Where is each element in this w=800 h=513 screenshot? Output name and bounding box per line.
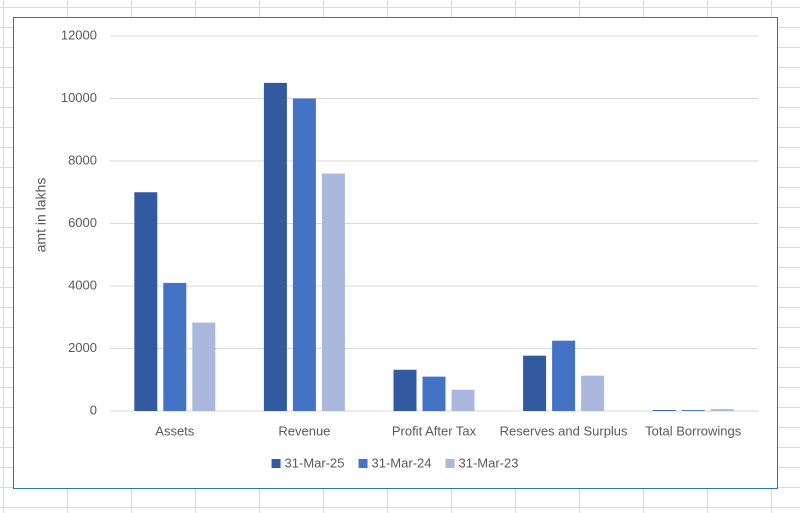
bar	[552, 340, 576, 411]
bar	[652, 410, 676, 411]
chart-frame	[13, 17, 778, 489]
y-tick-label: 4000	[68, 277, 97, 292]
bar	[422, 376, 446, 411]
y-tick-label: 0	[90, 402, 97, 417]
y-tick-label: 12000	[61, 27, 97, 42]
bar	[451, 389, 475, 411]
x-tick-label: Reserves and Surplus	[500, 423, 628, 438]
y-tick-label: 6000	[68, 215, 97, 230]
x-tick-label: Profit After Tax	[392, 423, 477, 438]
x-tick-label: Total Borrowings	[645, 423, 742, 438]
x-tick-label: Assets	[155, 423, 195, 438]
bar	[321, 173, 345, 411]
bar	[192, 322, 216, 411]
legend-marker	[445, 459, 455, 468]
bar	[581, 375, 605, 411]
x-tick-label: Revenue	[278, 423, 330, 438]
bar	[523, 355, 547, 411]
legend-marker	[358, 459, 368, 468]
bar	[163, 282, 187, 411]
y-axis-title: amt in lakhs	[33, 178, 49, 253]
y-tick-label: 2000	[68, 340, 97, 355]
legend-marker	[271, 459, 281, 468]
bar	[710, 409, 734, 411]
bar	[393, 369, 417, 411]
bar	[292, 98, 316, 411]
y-tick-label: 8000	[68, 152, 97, 167]
legend-label: 31-Mar-23	[458, 455, 518, 470]
legend-label: 31-Mar-24	[372, 455, 432, 470]
bar	[681, 410, 705, 411]
legend-label: 31-Mar-25	[285, 455, 345, 470]
bar	[134, 192, 158, 411]
y-tick-label: 10000	[61, 90, 97, 105]
bar	[263, 82, 287, 411]
